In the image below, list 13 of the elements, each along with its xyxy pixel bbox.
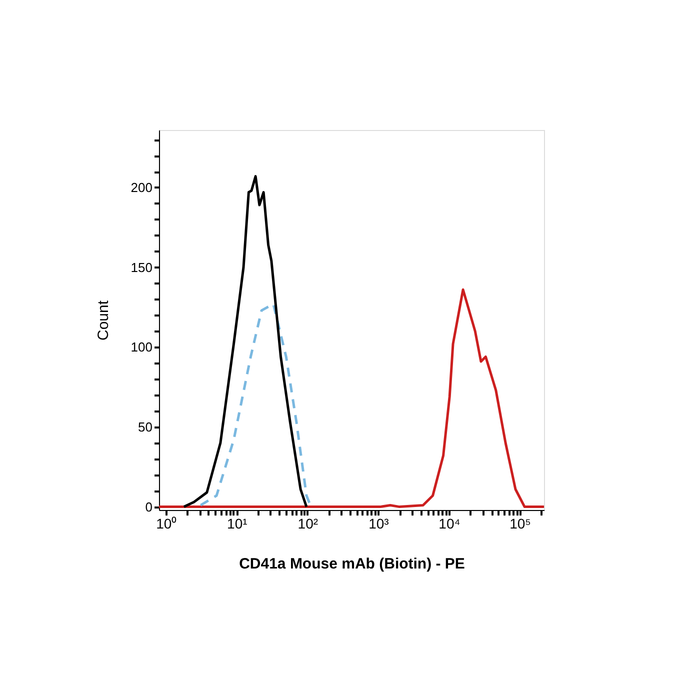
x-axis-title: CD41a Mouse mAb (Biotin) - PE [239,556,465,572]
x-tick-label: 10¹ [227,516,248,532]
x-tick-label: 10³ [368,516,390,532]
y-axis-title: Count [94,300,112,341]
y-tick-label: 150 [130,260,152,275]
y-tick-label: 200 [130,180,152,195]
x-tick-label: 10⁵ [510,516,531,532]
y-tick-label: 100 [130,340,152,355]
x-tick-label: 10⁴ [438,516,460,532]
y-tick-label: 0 [145,499,152,514]
x-tick-label: 10⁰ [156,516,177,532]
y-tick-label: 50 [138,419,152,434]
x-tick-label: 10² [298,516,318,532]
